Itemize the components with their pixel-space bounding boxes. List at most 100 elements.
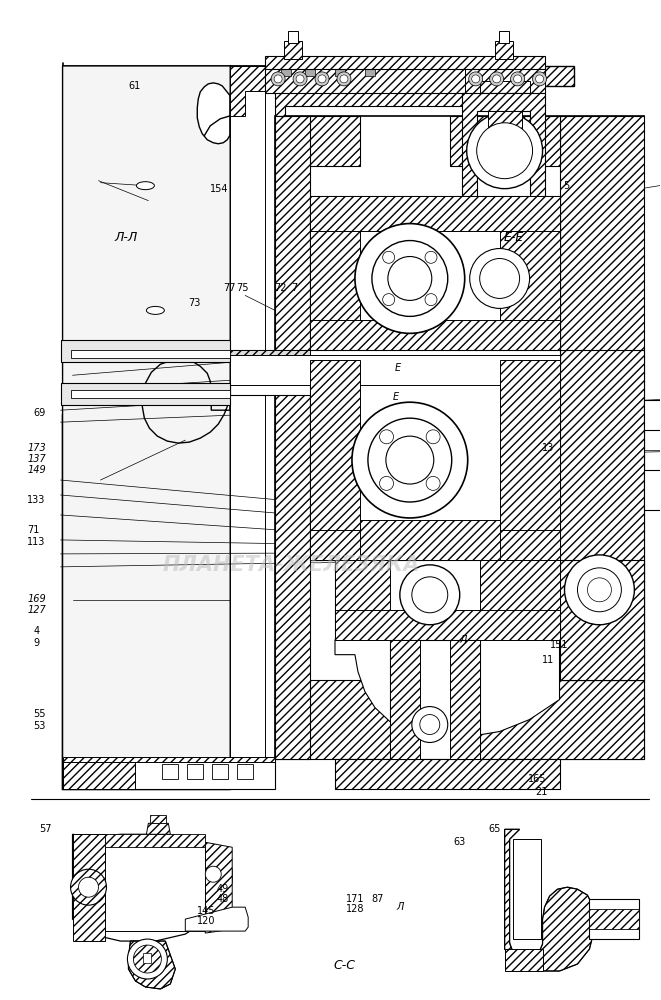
Polygon shape <box>106 844 206 931</box>
Circle shape <box>425 251 437 263</box>
Polygon shape <box>559 350 644 680</box>
Polygon shape <box>63 757 275 762</box>
Text: Е-Е: Е-Е <box>504 231 524 244</box>
Text: 165: 165 <box>528 774 547 784</box>
Text: 11: 11 <box>541 655 554 665</box>
Text: 73: 73 <box>188 298 201 308</box>
Text: 137: 137 <box>27 454 46 464</box>
Bar <box>513 839 541 939</box>
Circle shape <box>271 72 285 86</box>
Circle shape <box>296 75 304 83</box>
Circle shape <box>490 72 504 86</box>
Circle shape <box>293 72 307 86</box>
Text: 9: 9 <box>34 638 40 648</box>
Polygon shape <box>310 196 559 360</box>
Circle shape <box>578 568 621 612</box>
Polygon shape <box>390 640 420 759</box>
Polygon shape <box>559 116 644 759</box>
Circle shape <box>340 75 348 83</box>
Polygon shape <box>480 560 559 640</box>
Bar <box>237 764 253 779</box>
Text: Л-Л: Л-Л <box>115 231 138 244</box>
Text: 71: 71 <box>27 525 40 535</box>
Text: 57: 57 <box>39 824 52 834</box>
Text: 61: 61 <box>129 81 141 91</box>
Polygon shape <box>206 842 232 933</box>
Polygon shape <box>500 196 559 360</box>
Circle shape <box>134 945 161 973</box>
Circle shape <box>128 939 167 979</box>
Bar <box>230 355 559 385</box>
Polygon shape <box>500 360 559 560</box>
Bar <box>61 340 230 362</box>
Circle shape <box>79 877 98 897</box>
Bar <box>365 66 375 76</box>
Circle shape <box>510 72 525 86</box>
Polygon shape <box>275 116 310 759</box>
Circle shape <box>535 75 543 83</box>
Bar <box>488 111 522 136</box>
Circle shape <box>368 418 451 502</box>
Polygon shape <box>644 400 661 430</box>
Text: E: E <box>393 392 399 402</box>
Polygon shape <box>63 759 136 789</box>
Text: 173: 173 <box>27 443 46 453</box>
Text: 65: 65 <box>488 824 501 834</box>
Bar <box>335 66 345 76</box>
Text: 63: 63 <box>453 837 465 847</box>
Polygon shape <box>265 56 545 69</box>
Text: 169: 169 <box>27 594 46 604</box>
Polygon shape <box>230 350 559 395</box>
Circle shape <box>352 402 468 518</box>
Bar <box>151 815 167 823</box>
Polygon shape <box>63 759 275 789</box>
Circle shape <box>469 72 483 86</box>
Bar <box>71 350 230 358</box>
Text: С-С: С-С <box>334 959 356 972</box>
Polygon shape <box>504 829 594 971</box>
Text: 154: 154 <box>210 184 229 194</box>
Polygon shape <box>265 66 545 93</box>
Bar <box>281 66 291 76</box>
Circle shape <box>206 866 221 882</box>
Polygon shape <box>335 560 559 640</box>
Polygon shape <box>230 66 265 789</box>
Polygon shape <box>128 941 175 989</box>
Circle shape <box>372 241 447 316</box>
Polygon shape <box>310 360 360 560</box>
Polygon shape <box>230 350 310 370</box>
Polygon shape <box>390 640 480 759</box>
Circle shape <box>71 869 106 905</box>
Bar <box>275 116 644 759</box>
Circle shape <box>472 75 480 83</box>
Bar <box>143 953 151 963</box>
Polygon shape <box>465 66 545 93</box>
Polygon shape <box>449 116 559 166</box>
Circle shape <box>426 430 440 444</box>
Bar <box>187 764 204 779</box>
Polygon shape <box>310 530 559 560</box>
Circle shape <box>467 113 543 189</box>
Text: 75: 75 <box>236 283 249 293</box>
Text: 21: 21 <box>535 787 547 797</box>
Circle shape <box>383 294 395 306</box>
Polygon shape <box>335 759 559 789</box>
Circle shape <box>337 72 351 86</box>
Text: 55: 55 <box>34 709 46 719</box>
Circle shape <box>492 75 500 83</box>
Polygon shape <box>590 909 639 929</box>
Polygon shape <box>230 66 574 101</box>
Ellipse shape <box>136 182 155 190</box>
Text: ПЛАНЕТА-ЖЕЛЕЗЯКА: ПЛАНЕТА-ЖЕЛЕЗЯКА <box>162 555 420 575</box>
Polygon shape <box>146 823 171 834</box>
Bar <box>288 31 298 43</box>
Bar <box>513 839 541 939</box>
Circle shape <box>379 430 393 444</box>
Polygon shape <box>63 66 230 789</box>
Text: 127: 127 <box>27 605 46 615</box>
Polygon shape <box>230 66 265 116</box>
Circle shape <box>412 577 447 613</box>
Text: 171: 171 <box>346 894 364 904</box>
Circle shape <box>315 72 329 86</box>
Text: 151: 151 <box>549 640 568 650</box>
